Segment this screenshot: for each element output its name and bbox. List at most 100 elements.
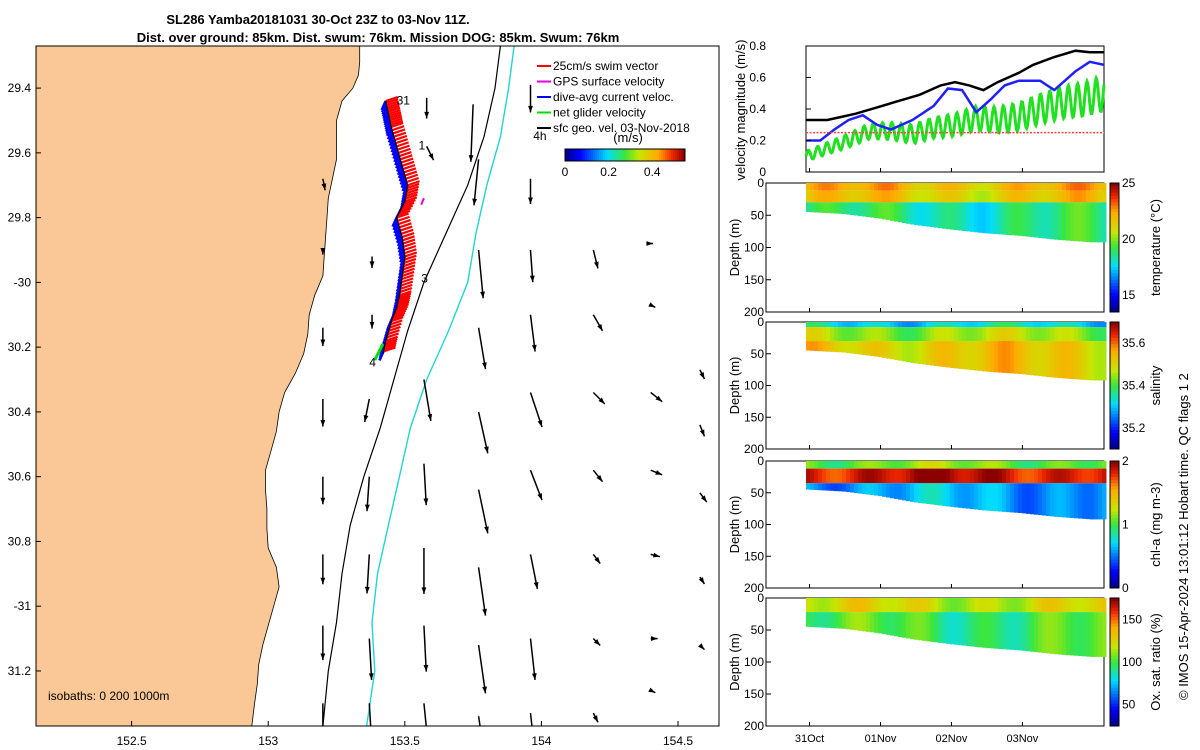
depth-ylabel: Depth (m) bbox=[727, 357, 742, 415]
colorbar-cell bbox=[1110, 426, 1119, 431]
colorbar-cell bbox=[1110, 483, 1119, 487]
colorbar-cell bbox=[1110, 410, 1119, 415]
section-cell bbox=[814, 341, 819, 352]
section-cell bbox=[918, 190, 923, 203]
colorbar-cell bbox=[1110, 322, 1119, 326]
section-cell bbox=[938, 598, 943, 613]
swim-vector bbox=[399, 290, 412, 297]
section-cell bbox=[922, 183, 927, 191]
section-cell bbox=[890, 612, 895, 636]
colorbar-cell bbox=[1110, 601, 1119, 605]
section-cell bbox=[1014, 322, 1019, 328]
colorbar-cell bbox=[1110, 417, 1119, 421]
section-cell bbox=[994, 598, 999, 613]
surface-arrow bbox=[528, 178, 533, 205]
section-cell bbox=[1070, 322, 1075, 328]
section-cell bbox=[966, 202, 971, 232]
section-cell bbox=[1050, 612, 1055, 654]
swim-vector bbox=[401, 201, 415, 208]
section-cell bbox=[1034, 183, 1039, 191]
section-cell bbox=[890, 190, 895, 203]
section-cell bbox=[970, 468, 975, 484]
section-cell bbox=[914, 468, 919, 484]
section-cell bbox=[878, 322, 883, 328]
velocity-series bbox=[806, 49, 1104, 122]
section-cell bbox=[1102, 341, 1107, 381]
colorbar-cell bbox=[1110, 559, 1119, 564]
section-cell bbox=[1034, 468, 1039, 484]
section-cell bbox=[1018, 612, 1023, 651]
depth-ylabel: Depth (m) bbox=[727, 496, 742, 554]
section-cell bbox=[970, 327, 975, 342]
section-cell bbox=[974, 468, 979, 484]
section-cell bbox=[818, 327, 823, 342]
section-cell bbox=[958, 190, 963, 203]
section-cell bbox=[1082, 322, 1087, 328]
section-cell bbox=[894, 468, 899, 484]
colorbar-cell bbox=[1110, 234, 1119, 239]
section-cell bbox=[842, 612, 847, 629]
section-cell bbox=[966, 183, 971, 191]
section-cell bbox=[922, 461, 927, 469]
section-cell bbox=[806, 322, 811, 328]
section-cell bbox=[1026, 598, 1031, 613]
section-cell bbox=[934, 190, 939, 203]
section-cell bbox=[902, 341, 907, 362]
section-cell bbox=[850, 183, 855, 191]
section-cell bbox=[1010, 322, 1015, 328]
section-cell bbox=[958, 468, 963, 484]
section-cell bbox=[994, 322, 999, 328]
section-cell bbox=[886, 322, 891, 328]
section-cell bbox=[1002, 612, 1007, 650]
colorbar-cell bbox=[1110, 391, 1119, 396]
colorbar-cell bbox=[1110, 521, 1119, 525]
section-cell bbox=[934, 202, 939, 228]
section-cell bbox=[886, 327, 891, 342]
surface-arrow bbox=[320, 476, 326, 505]
isobaths-label: isobaths: 0 200 1000m bbox=[48, 689, 169, 703]
section-cell bbox=[854, 322, 859, 328]
swim-vector bbox=[403, 241, 416, 248]
section-cell bbox=[1062, 612, 1067, 655]
section-cell bbox=[858, 468, 863, 484]
section-cell bbox=[906, 341, 911, 363]
section-cell bbox=[998, 202, 1003, 235]
colorbar-cell bbox=[1110, 546, 1119, 551]
section-cell bbox=[814, 483, 819, 491]
section-cell bbox=[1102, 202, 1107, 243]
section-cell bbox=[1082, 461, 1087, 469]
section-cell bbox=[862, 483, 867, 495]
section-cell bbox=[842, 183, 847, 191]
colorbar-cell bbox=[1110, 607, 1119, 612]
section-cell bbox=[882, 327, 887, 342]
section-cell bbox=[810, 483, 815, 490]
colorbar-cell bbox=[1110, 540, 1119, 545]
section-cell bbox=[970, 341, 975, 371]
section-cell bbox=[986, 598, 991, 613]
section-cell bbox=[850, 190, 855, 203]
section-cell bbox=[870, 322, 875, 328]
section-cell bbox=[1006, 190, 1011, 203]
depth-tick-label: 200 bbox=[744, 719, 764, 733]
section-cell bbox=[850, 598, 855, 613]
section-cell bbox=[1014, 190, 1019, 203]
section-cell bbox=[850, 483, 855, 493]
section-cell bbox=[826, 612, 831, 628]
current-vector bbox=[396, 165, 404, 176]
colorbar-cell bbox=[1110, 486, 1119, 491]
section-cell bbox=[978, 461, 983, 469]
section-cell bbox=[978, 468, 983, 484]
colorbar-cell bbox=[1110, 671, 1119, 676]
section-cell bbox=[810, 612, 815, 628]
colorbar-cell bbox=[1110, 385, 1119, 390]
section-cell bbox=[834, 598, 839, 613]
section-cell bbox=[950, 612, 955, 645]
section-cell bbox=[1034, 341, 1039, 376]
section-cell bbox=[862, 190, 867, 203]
section-cell bbox=[822, 190, 827, 203]
section-cell bbox=[886, 612, 891, 635]
section-cell bbox=[934, 598, 939, 613]
swim-vector bbox=[393, 309, 407, 316]
colorbar-tick-label: 35.2 bbox=[1122, 421, 1146, 435]
section-cell bbox=[810, 202, 815, 213]
